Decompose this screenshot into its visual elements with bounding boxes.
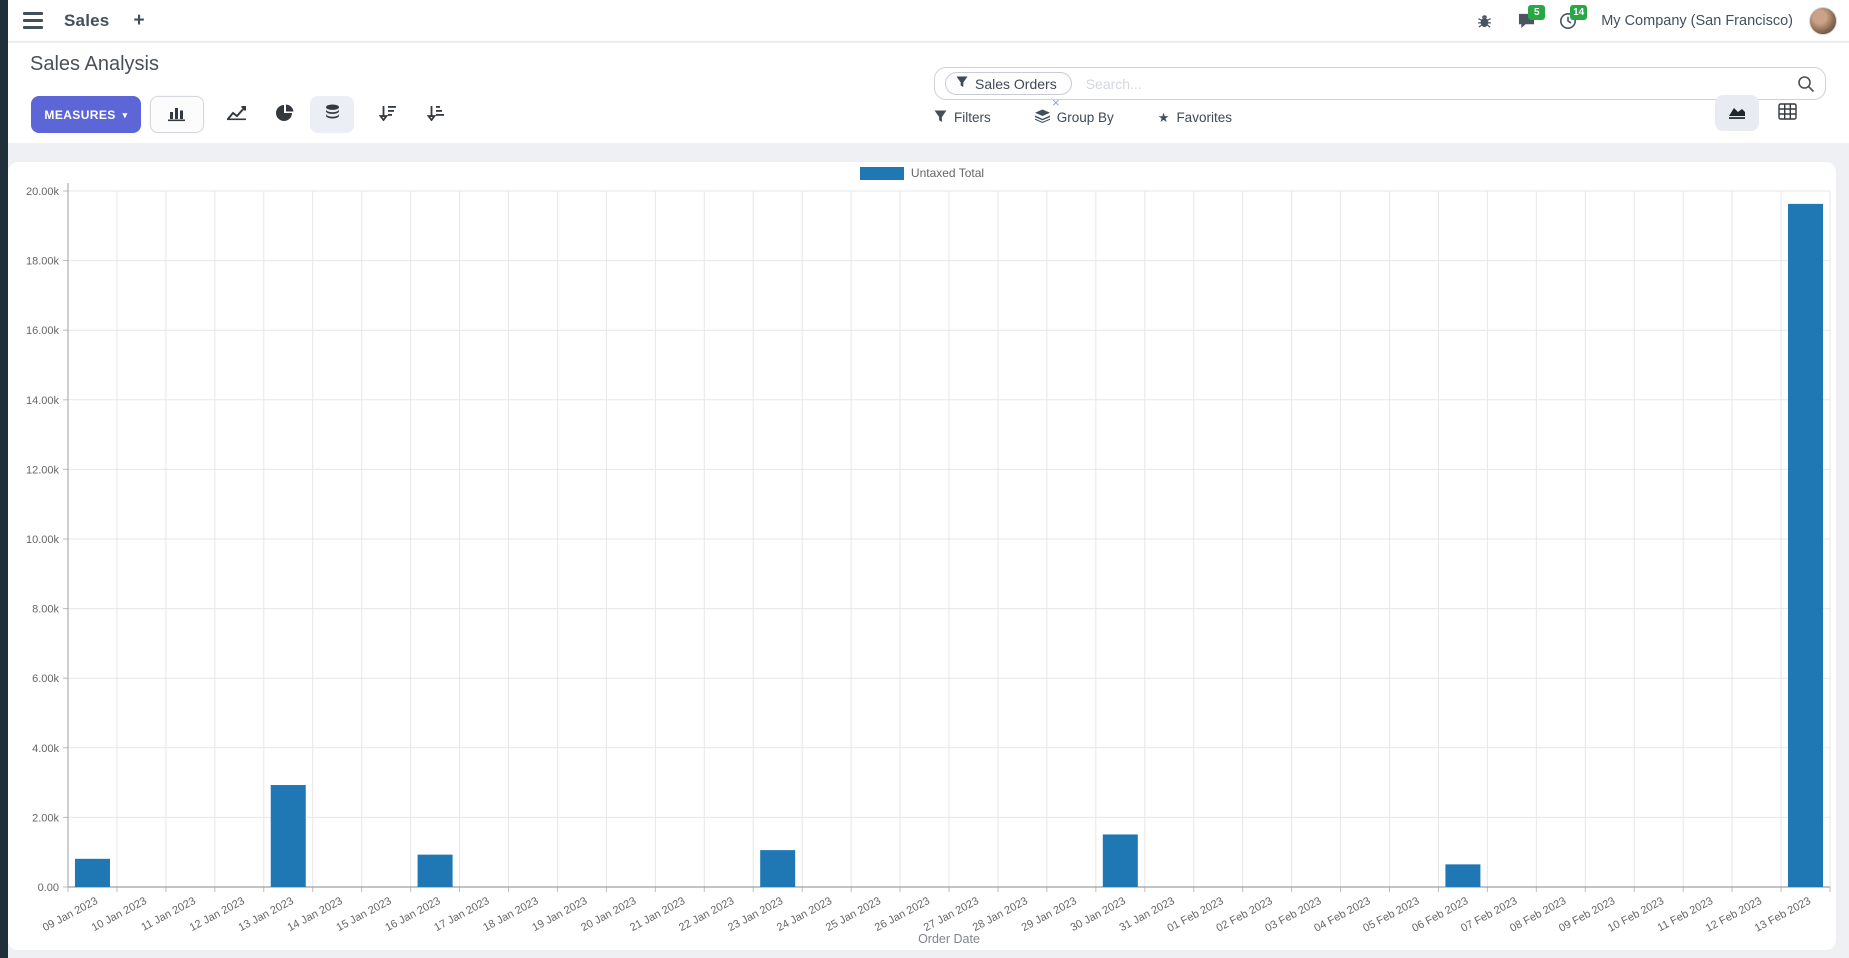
x-tick-label: 30 Jan 2023 [1069, 895, 1128, 934]
messages-icon[interactable]: 5 [1509, 4, 1546, 38]
x-tick-label: 23 Jan 2023 [726, 895, 785, 934]
filters-button[interactable]: Filters [934, 110, 991, 126]
groupby-button[interactable]: Group By [1034, 109, 1114, 126]
chart-bar[interactable] [760, 850, 796, 887]
x-tick-label: 19 Jan 2023 [530, 895, 589, 934]
sales-bar-chart[interactable]: 0.00 2.00k 4.00k 6.00k 8.00k 10.00k 12.00k 14.0… [8, 162, 1836, 950]
y-tick-label: 8.00k [32, 604, 59, 616]
sort-descending-button[interactable] [366, 96, 410, 133]
y-tick-label: 0.00 [38, 882, 59, 894]
x-tick-label: 17 Jan 2023 [432, 895, 491, 934]
sort-ascending-button[interactable] [414, 96, 458, 133]
y-tick-label: 4.00k [32, 743, 59, 755]
chart-bar[interactable] [417, 854, 453, 887]
facet-label: Sales Orders [975, 75, 1057, 92]
x-tick-label: 15 Jan 2023 [334, 895, 393, 934]
debug-bug-icon[interactable] [1467, 4, 1501, 38]
apps-menu-icon[interactable] [16, 6, 50, 36]
star-icon: ★ [1157, 109, 1170, 125]
view-switcher [1715, 95, 1809, 131]
x-tick-label: 14 Jan 2023 [285, 895, 344, 934]
database-icon [324, 104, 341, 125]
area-chart-icon [1727, 104, 1747, 123]
stacked-toggle-button[interactable] [310, 96, 354, 133]
x-tick-label: 13 Feb 2023 [1753, 895, 1813, 935]
y-tick-label: 10.00k [26, 534, 60, 546]
x-tick-label: 28 Jan 2023 [971, 895, 1030, 934]
chart-bar[interactable] [270, 785, 306, 887]
x-tick-label: 12 Jan 2023 [188, 895, 247, 934]
activities-count-badge: 14 [1570, 4, 1588, 20]
pie-chart-icon [276, 104, 294, 125]
pivot-view-button[interactable] [1765, 95, 1809, 131]
bar-chart-icon [167, 105, 187, 125]
chart-legend[interactable]: Untaxed Total [8, 166, 1836, 180]
x-tick-label: 24 Jan 2023 [775, 895, 834, 934]
x-tick-label: 20 Jan 2023 [579, 895, 638, 934]
legend-color-swatch [859, 166, 904, 180]
x-tick-label: 29 Jan 2023 [1020, 895, 1079, 934]
activities-clock-icon[interactable]: 14 [1551, 4, 1588, 38]
y-tick-label: 6.00k [32, 673, 59, 685]
new-tab-button[interactable]: + [133, 9, 145, 31]
chart-card: Untaxed Total 0.00 2.00k 4.00k 6.00k 8.00k 10… [8, 162, 1836, 950]
y-tick-label: 20.00k [26, 186, 60, 198]
page-title: Sales Analysis [30, 53, 159, 75]
pie-chart-view-button[interactable] [263, 96, 307, 133]
line-chart-view-button[interactable] [215, 96, 259, 133]
legend-label: Untaxed Total [910, 166, 985, 180]
x-tick-label: 27 Jan 2023 [922, 895, 981, 934]
company-switcher[interactable]: My Company (San Francisco) [1601, 12, 1793, 29]
filter-funnel-icon [956, 75, 968, 93]
measures-button[interactable]: MEASURES ▾ [31, 96, 141, 133]
layers-icon [1034, 109, 1050, 126]
x-tick-label: 22 Jan 2023 [677, 895, 736, 934]
x-axis-title: Order Date [918, 932, 980, 946]
search-options-row: Filters Group By ★ Favorites [934, 109, 1232, 126]
line-chart-icon [227, 105, 247, 124]
x-tick-label: 13 Jan 2023 [237, 895, 296, 934]
y-tick-label: 2.00k [32, 812, 59, 824]
top-navbar: Sales + 5 14 [8, 0, 1849, 42]
search-input[interactable]: Search... [1085, 75, 1142, 92]
chart-bar[interactable] [74, 858, 110, 887]
filters-funnel-icon [934, 110, 947, 126]
caret-down-icon: ▾ [122, 110, 128, 120]
x-tick-label: 18 Jan 2023 [481, 895, 540, 934]
x-tick-label: 10 Feb 2023 [1606, 895, 1666, 935]
search-bar[interactable]: Sales Orders × Search... [934, 67, 1826, 109]
chart-bar[interactable] [1788, 203, 1824, 888]
bar-chart-view-button[interactable] [150, 96, 204, 133]
y-tick-label: 14.00k [26, 395, 60, 407]
control-panel: Sales Analysis MEASURES ▾ [8, 43, 1849, 143]
y-tick-label: 12.00k [26, 464, 60, 476]
y-tick-label: 18.00k [26, 256, 60, 268]
user-avatar[interactable] [1809, 6, 1837, 35]
chart-bar[interactable] [1445, 864, 1481, 887]
y-tick-label: 16.00k [26, 325, 60, 337]
x-tick-label: 21 Jan 2023 [628, 895, 687, 934]
messages-count-badge: 5 [1528, 4, 1546, 20]
sort-amount-desc-icon [378, 105, 397, 124]
x-tick-label: 16 Jan 2023 [383, 895, 442, 934]
favorites-button[interactable]: ★ Favorites [1157, 109, 1232, 126]
x-tick-label: 10 Jan 2023 [90, 895, 149, 934]
x-tick-label: 26 Jan 2023 [873, 895, 932, 934]
chart-bar[interactable] [1102, 834, 1138, 887]
graph-view-button[interactable] [1715, 95, 1759, 131]
sort-amount-asc-icon [426, 105, 445, 124]
window-edge [0, 0, 8, 958]
facet-remove-icon[interactable]: × [1052, 95, 1060, 110]
search-icon[interactable] [1797, 75, 1815, 93]
x-tick-label: 09 Jan 2023 [41, 895, 100, 934]
search-facet-sales-orders[interactable]: Sales Orders [945, 72, 1072, 95]
app-name[interactable]: Sales [64, 10, 110, 30]
x-tick-label: 25 Jan 2023 [824, 895, 883, 934]
pivot-table-icon [1777, 103, 1797, 123]
